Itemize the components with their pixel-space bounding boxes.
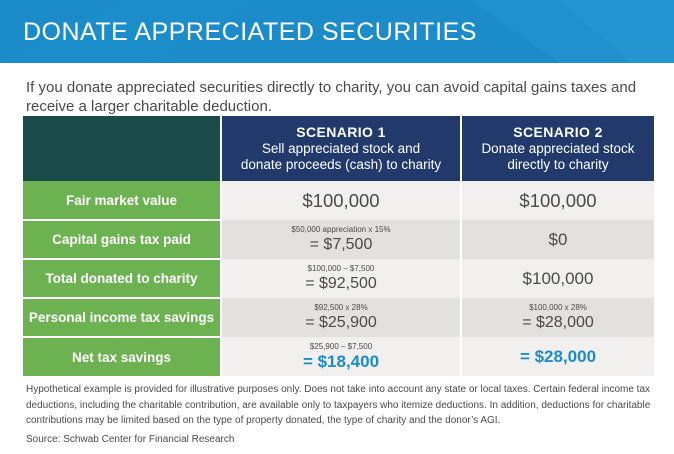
scenario-2-fair-market-value: $100,000 [519, 189, 597, 211]
scenario-1-income-tax-savings-value: = $25,900 [305, 314, 377, 331]
scenario-1-description-line-2: donate proceeds (cash) to charity [240, 157, 442, 172]
scenario-2-income-tax-savings-cell: $100,000 x 28% = $28,000 [461, 298, 654, 337]
table-row-income-tax-savings: Personal income tax savings $92,500 x 28… [23, 297, 654, 337]
comparison-table: SCENARIO 1 Sell appreciated stock and do… [23, 116, 654, 376]
scenario-1-capital-gains-tax-cell: $50,000 appreciation x 15% = $7,500 [221, 220, 462, 259]
scenario-1-capital-gains-tax-value: = $7,500 [309, 236, 373, 253]
scenario-1-title: SCENARIO 1 [296, 124, 386, 140]
scenario-2-income-tax-savings-calculation: $100,000 x 28% [529, 303, 587, 312]
scenario-1-net-tax-savings-cell: $25,900 – $7,500 = $18,400 [221, 337, 462, 376]
scenario-1-income-tax-savings-cell: $92,500 x 28% = $25,900 [221, 298, 462, 337]
scenario-2-net-tax-savings-value: = $28,000 [519, 346, 597, 366]
row-label-fair-market-value: Fair market value [23, 181, 222, 220]
disclaimer-footnote: Hypothetical example is provided for ill… [26, 384, 651, 426]
intro-text: If you donate appreciated securities dir… [26, 79, 637, 115]
scenario-2-title: SCENARIO 2 [513, 124, 603, 140]
page-title: DONATE APPRECIATED SECURITIES [23, 18, 477, 46]
scenario-1-fair-market-value-cell: $100,000 [221, 181, 462, 220]
scenario-2-capital-gains-tax-cell: $0 [461, 220, 654, 259]
row-label-income-tax-savings: Personal income tax savings [23, 297, 222, 337]
scenario-2-header: SCENARIO 2 Donate appreciated stock dire… [461, 116, 654, 181]
row-label-capital-gains-tax: Capital gains tax paid [23, 219, 222, 259]
scenario-2-income-tax-savings-value: = $28,000 [522, 314, 594, 331]
scenario-1-total-donated-calculation: $100,000 – $7,500 [307, 264, 375, 273]
scenario-2-total-donated-value: $100,000 [522, 268, 594, 288]
scenario-2-total-donated-cell: $100,000 [461, 259, 654, 298]
scenario-1-description-line-1: Sell appreciated stock and [261, 141, 421, 156]
table-row-fair-market-value: Fair market value $100,000 $100,000 [23, 181, 654, 220]
scenario-2-description-line-1: Donate appreciated stock [481, 141, 635, 156]
scenario-1-total-donated-value: = $92,500 [305, 275, 377, 292]
source-citation: Source: Schwab Center for Financial Rese… [26, 434, 235, 445]
scenario-1-fair-market-value: $100,000 [302, 189, 380, 211]
table-header-row: SCENARIO 1 Sell appreciated stock and do… [23, 116, 654, 181]
scenario-1-net-tax-savings-value: = $18,400 [302, 351, 380, 371]
scenario-1-income-tax-savings-calculation: $92,500 x 28% [314, 303, 368, 312]
scenario-1-total-donated-cell: $100,000 – $7,500 = $92,500 [221, 259, 462, 298]
table-row-capital-gains-tax: Capital gains tax paid $50,000 appreciat… [23, 219, 654, 259]
title-banner: DONATE APPRECIATED SECURITIES [0, 0, 674, 63]
table-row-total-donated: Total donated to charity $100,000 – $7,5… [23, 258, 654, 298]
table-row-net-tax-savings: Net tax savings $25,900 – $7,500 = $18,4… [23, 336, 654, 376]
scenario-2-fair-market-value-cell: $100,000 [461, 181, 654, 220]
scenario-2-net-tax-savings-cell: = $28,000 [461, 337, 654, 376]
scenario-1-header: SCENARIO 1 Sell appreciated stock and do… [221, 116, 462, 181]
header-corner-cell [23, 116, 222, 181]
row-label-net-tax-savings: Net tax savings [23, 336, 222, 376]
scenario-2-description-line-2: directly to charity [507, 157, 609, 172]
scenario-2-capital-gains-tax-value: $0 [548, 229, 568, 249]
scenario-1-capital-gains-tax-calculation: $50,000 appreciation x 15% [291, 225, 391, 234]
row-label-total-donated: Total donated to charity [23, 258, 222, 298]
scenario-1-net-tax-savings-calculation: $25,900 – $7,500 [309, 341, 373, 351]
